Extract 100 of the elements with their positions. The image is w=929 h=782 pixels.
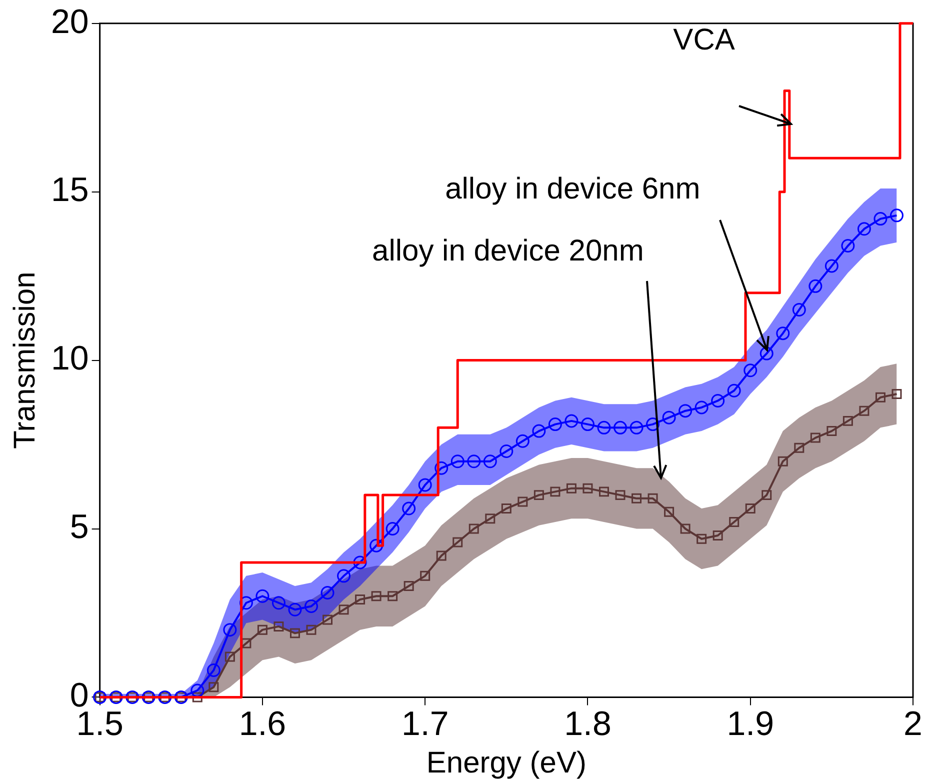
point (386, 522, 400, 536)
point (597, 420, 611, 434)
point (548, 418, 562, 432)
point (808, 279, 822, 293)
point (857, 222, 871, 236)
point (760, 346, 774, 360)
point (239, 596, 253, 610)
point (762, 490, 772, 500)
y-axis-title: Transmission (8, 272, 42, 449)
point (224, 652, 235, 662)
point (630, 420, 644, 434)
point (434, 461, 448, 475)
point (550, 486, 560, 497)
point (632, 493, 642, 504)
point (485, 514, 496, 524)
point (566, 483, 576, 494)
point (874, 212, 888, 226)
point (206, 664, 220, 677)
annotation: alloy in device 20nm (372, 234, 644, 268)
point (450, 454, 464, 468)
point (615, 490, 626, 500)
point (729, 517, 740, 528)
point (208, 682, 219, 692)
point (532, 424, 546, 438)
point (516, 434, 530, 448)
point (304, 599, 318, 613)
y-tick-label: 20 (50, 2, 89, 41)
point (404, 581, 414, 592)
x-axis-title: Energy (eV) (426, 746, 586, 780)
point (420, 570, 430, 581)
point (745, 504, 756, 514)
x-tick-label: 1.7 (401, 704, 449, 743)
point (582, 483, 593, 494)
point (564, 414, 578, 428)
point (256, 589, 270, 603)
point (402, 502, 416, 516)
point (483, 454, 497, 468)
point (518, 496, 528, 507)
point (320, 586, 334, 600)
y-tick-label: 10 (50, 340, 89, 378)
point (664, 506, 674, 517)
x-tick-label: 1.6 (238, 704, 286, 743)
point (338, 604, 349, 615)
point (810, 432, 820, 443)
point (841, 239, 855, 253)
point (696, 534, 707, 544)
point (648, 493, 658, 504)
x-tick-label: 1.9 (726, 704, 774, 743)
y-tick-label: 15 (50, 171, 89, 210)
point (223, 623, 237, 637)
x-tick-label: 1.8 (564, 704, 612, 743)
point (792, 303, 806, 317)
x-tick-label: 2 (904, 704, 922, 743)
point (290, 628, 300, 638)
point (306, 624, 316, 635)
point (694, 400, 708, 414)
point (680, 524, 690, 534)
point (370, 538, 384, 552)
annotation: alloy in device 6nm (445, 172, 700, 206)
point (274, 621, 284, 632)
point (272, 596, 286, 610)
point (534, 490, 544, 500)
point (778, 456, 788, 466)
point (418, 478, 432, 492)
point (452, 537, 463, 548)
point (712, 530, 723, 540)
point (646, 418, 660, 432)
point (371, 591, 382, 602)
point (501, 504, 512, 514)
point (322, 614, 332, 625)
point (614, 420, 628, 434)
point (727, 384, 741, 398)
point (826, 426, 837, 436)
point (288, 602, 302, 616)
point (842, 416, 853, 426)
point (353, 556, 367, 570)
point (794, 442, 804, 453)
point (257, 624, 268, 635)
point (580, 418, 594, 432)
point (678, 404, 692, 418)
point (190, 684, 204, 698)
point (859, 406, 870, 416)
point (388, 591, 398, 602)
point (467, 454, 481, 468)
y-tick-label: 5 (70, 508, 89, 546)
point (890, 208, 904, 222)
point (337, 569, 351, 583)
point (776, 326, 790, 340)
point (468, 524, 479, 534)
annotation: VCA (673, 24, 735, 57)
point (711, 394, 725, 408)
point (355, 594, 366, 604)
point (875, 392, 886, 402)
point (824, 259, 838, 273)
point (500, 444, 514, 458)
point (892, 389, 902, 399)
point (192, 692, 202, 702)
point (744, 364, 758, 378)
point (599, 486, 609, 497)
point (662, 410, 676, 424)
